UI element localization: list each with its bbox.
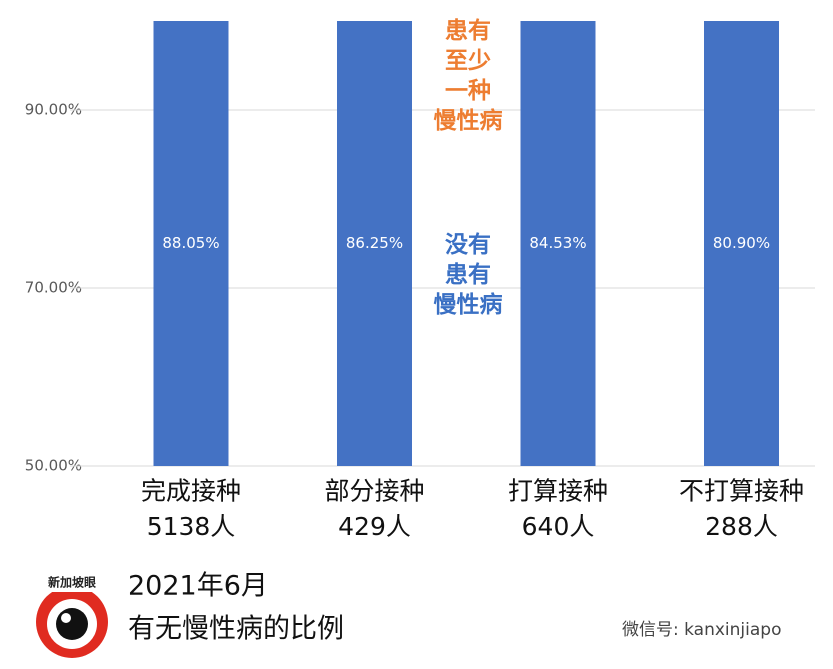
- bar-segment: [153, 21, 229, 466]
- logo: [36, 574, 108, 658]
- x-tick-label: 288人: [705, 512, 778, 541]
- x-tick-label: 429人: [338, 512, 411, 541]
- data-label: 84.53%: [529, 234, 586, 252]
- bar-segment: [520, 21, 596, 466]
- x-tick-label: 打算接种: [508, 477, 608, 506]
- y-tick-label: 90.00%: [25, 101, 82, 119]
- legend-entry: 没有 患有 慢性病: [433, 232, 503, 318]
- x-tick-label: 不打算接种: [679, 477, 804, 506]
- x-tick-label: 640人: [522, 512, 595, 541]
- data-label: 88.05%: [162, 234, 219, 252]
- data-label: 86.25%: [346, 234, 403, 252]
- x-tick-label: 完成接种: [141, 477, 241, 506]
- x-tick-label: 部分接种: [324, 477, 424, 506]
- logo-text: 新加坡眼: [48, 575, 96, 590]
- x-tick-label: 5138人: [147, 512, 236, 541]
- watermark: 微信号: kanxinjiapo: [622, 620, 781, 640]
- chart-title: 2021年6月: [128, 571, 268, 602]
- bar-segment: [704, 21, 779, 466]
- data-label: 80.90%: [713, 234, 770, 252]
- chart-subtitle: 有无慢性病的比例: [128, 614, 344, 645]
- bar-segment: [337, 21, 412, 466]
- y-tick-label: 50.00%: [25, 457, 82, 475]
- legend-entry: 患有 至少 一种 慢性病: [433, 18, 503, 134]
- y-tick-label: 70.00%: [25, 279, 82, 297]
